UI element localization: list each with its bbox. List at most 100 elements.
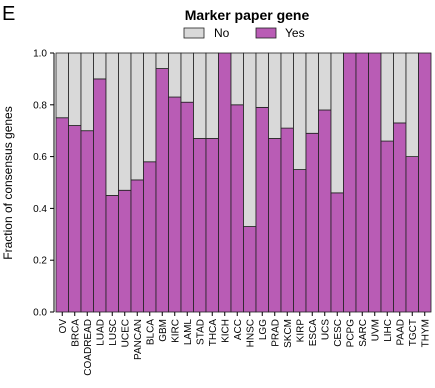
bar-no-coadread <box>80 52 94 132</box>
x-tick-label: ESCA <box>308 319 319 347</box>
x-tick-label: PRAD <box>270 319 281 347</box>
bar-yes-blca <box>143 161 157 313</box>
bar-yes-cesc <box>330 192 344 313</box>
bar-no-gbm <box>155 52 169 69</box>
bar-yes-thym <box>418 52 432 313</box>
legend: No Yes <box>183 26 305 40</box>
bar-no-stad <box>193 52 207 139</box>
bars <box>55 52 432 313</box>
bar-no-skcm <box>280 52 294 129</box>
bar-yes-ucec <box>118 189 132 313</box>
bar-yes-kirc <box>168 96 182 313</box>
x-tick-label: ACC <box>233 319 244 340</box>
bar-yes-pcpg <box>343 52 357 313</box>
y-tick-label: 0.4 <box>33 204 47 215</box>
x-tick-label: CESC <box>333 319 344 347</box>
bar-no-brca <box>68 52 82 126</box>
x-tick-label: OV <box>58 319 69 334</box>
bar-no-hnsc <box>243 52 257 227</box>
x-tick-label: LUAD <box>95 319 106 346</box>
panel-letter: E <box>2 3 15 25</box>
x-tick-label: LGG <box>258 319 269 340</box>
y-tick-label: 0.0 <box>33 308 47 319</box>
bar-no-acc <box>230 52 244 106</box>
x-tick-label: KIRP <box>295 319 306 343</box>
bar-yes-gbm <box>155 68 169 313</box>
bar-yes-tgct <box>405 156 419 313</box>
bar-no-esca <box>305 52 319 134</box>
bar-no-kirp <box>293 52 307 170</box>
x-tick-label: HNSC <box>245 319 256 347</box>
bar-yes-paad <box>393 122 407 313</box>
x-axis: OV BRCA COADREAD LUAD LUSC UCEC PANCAN BLCA GBM K… <box>58 312 431 376</box>
x-tick-label: UCS <box>320 319 331 340</box>
bar-yes-ov <box>55 117 69 313</box>
x-tick-label: BLCA <box>145 319 156 345</box>
bar-no-laml <box>180 52 194 103</box>
y-axis: 0.0 0.2 0.4 0.6 0.8 1.0 <box>33 49 55 319</box>
x-tick-label: THCA <box>208 319 219 347</box>
x-tick-label: SARC <box>358 319 369 347</box>
bar-no-ov <box>55 52 69 119</box>
bar-yes-thca <box>205 138 219 313</box>
bar-yes-pancan <box>130 179 144 313</box>
y-tick-label: 0.6 <box>33 152 47 163</box>
bar-yes-esca <box>305 132 319 313</box>
bar-no-lusc <box>105 52 119 196</box>
bar-no-luad <box>93 52 107 80</box>
bar-yes-stad <box>193 138 207 313</box>
legend-label-yes: Yes <box>285 26 305 40</box>
y-tick-label: 0.2 <box>33 256 47 267</box>
bar-yes-lusc <box>105 195 119 313</box>
bar-yes-lihc <box>380 140 394 313</box>
x-tick-label: KIRC <box>170 319 181 343</box>
bar-yes-prad <box>268 138 282 313</box>
bar-yes-uvm <box>368 52 382 313</box>
bar-no-lihc <box>380 52 394 142</box>
bar-yes-luad <box>93 78 107 313</box>
bar-no-ucec <box>118 52 132 191</box>
x-tick-label: UCEC <box>120 319 131 347</box>
x-tick-label: BRCA <box>70 319 81 347</box>
x-tick-label: PANCAN <box>133 319 144 360</box>
bar-yes-kich <box>218 52 232 313</box>
bar-yes-ucs <box>318 109 332 313</box>
x-tick-label: TGCT <box>408 319 419 346</box>
bar-yes-sarc <box>355 52 369 313</box>
x-tick-label: UVM <box>370 319 381 341</box>
bar-yes-hnsc <box>243 226 257 313</box>
bar-no-prad <box>268 52 282 139</box>
y-tick-label: 0.8 <box>33 100 47 111</box>
bar-yes-lgg <box>255 106 269 313</box>
x-tick-label: PAAD <box>395 319 406 346</box>
x-tick-label: KICH <box>220 319 231 343</box>
bar-no-thca <box>205 52 219 139</box>
x-tick-label: LAML <box>183 319 194 346</box>
bar-no-ucs <box>318 52 332 111</box>
bar-no-cesc <box>330 52 344 194</box>
x-tick-label: COADREAD <box>83 319 94 376</box>
y-axis-label: Fraction of consensus genes <box>1 106 15 259</box>
bar-yes-kirp <box>293 169 307 313</box>
bar-no-paad <box>393 52 407 124</box>
bar-yes-coadread <box>80 130 94 313</box>
chart-title: Marker paper gene <box>185 7 310 23</box>
bar-yes-laml <box>180 101 194 313</box>
bar-no-pancan <box>130 52 144 181</box>
x-tick-label: THYM <box>420 319 431 347</box>
x-tick-label: STAD <box>195 319 206 345</box>
legend-swatch-yes <box>255 27 277 39</box>
legend-swatch-no <box>183 27 205 39</box>
x-tick-label: LIHC <box>383 319 394 342</box>
x-tick-label: PCPG <box>345 319 356 348</box>
bar-no-kirc <box>168 52 182 98</box>
x-tick-label: GBM <box>158 319 169 342</box>
bar-yes-acc <box>230 104 244 313</box>
bar-no-lgg <box>255 52 269 108</box>
legend-label-no: No <box>214 26 230 40</box>
bar-yes-brca <box>68 125 82 313</box>
bar-yes-skcm <box>280 127 294 313</box>
bar-no-blca <box>143 52 157 163</box>
x-tick-label: LUSC <box>108 319 119 346</box>
